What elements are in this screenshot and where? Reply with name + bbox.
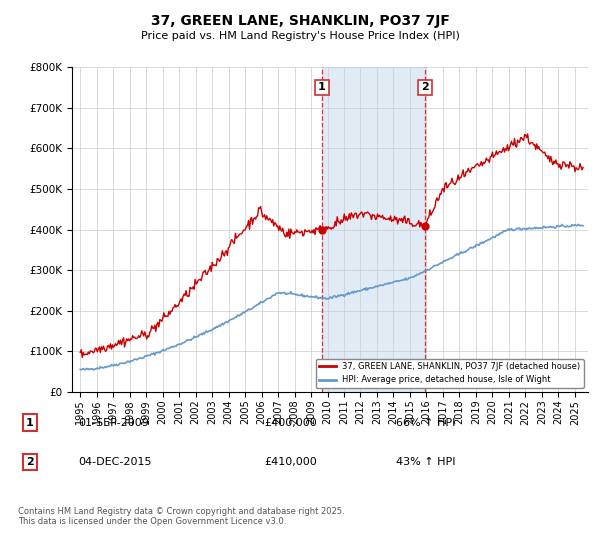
Text: 01-SEP-2009: 01-SEP-2009	[78, 418, 149, 428]
Text: 2: 2	[26, 457, 34, 467]
Text: 1: 1	[26, 418, 34, 428]
Text: 37, GREEN LANE, SHANKLIN, PO37 7JF: 37, GREEN LANE, SHANKLIN, PO37 7JF	[151, 14, 449, 28]
Text: 2: 2	[421, 82, 429, 92]
Text: 1: 1	[318, 82, 326, 92]
Text: Contains HM Land Registry data © Crown copyright and database right 2025.
This d: Contains HM Land Registry data © Crown c…	[18, 507, 344, 526]
Legend: 37, GREEN LANE, SHANKLIN, PO37 7JF (detached house), HPI: Average price, detache: 37, GREEN LANE, SHANKLIN, PO37 7JF (deta…	[316, 359, 584, 388]
Text: £400,000: £400,000	[264, 418, 317, 428]
Text: Price paid vs. HM Land Registry's House Price Index (HPI): Price paid vs. HM Land Registry's House …	[140, 31, 460, 41]
Text: £410,000: £410,000	[264, 457, 317, 467]
Text: 04-DEC-2015: 04-DEC-2015	[78, 457, 151, 467]
Text: 66% ↑ HPI: 66% ↑ HPI	[396, 418, 455, 428]
Text: 43% ↑ HPI: 43% ↑ HPI	[396, 457, 455, 467]
Bar	[322, 67, 425, 392]
